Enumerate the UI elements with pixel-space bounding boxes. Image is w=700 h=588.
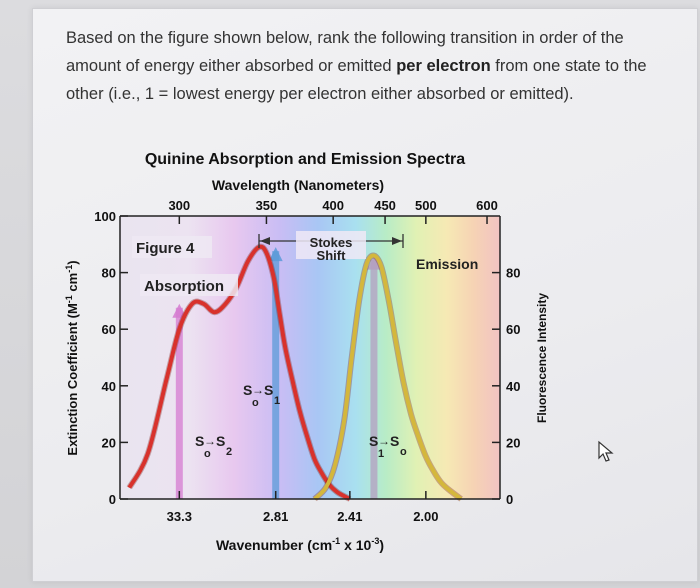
y2-tick-label: 0 [506, 492, 513, 507]
y-tick-label: 100 [94, 209, 116, 224]
y2-tick-label: 40 [506, 379, 520, 394]
mouse-cursor-icon [598, 440, 614, 462]
y-tick-label: 20 [102, 435, 116, 450]
bottom-axis-ticks: 33.3 2.81 2.41 2.00 [167, 491, 439, 524]
top-tick-label: 450 [374, 198, 396, 213]
transition-bar [272, 251, 280, 499]
figure-label: Figure 4 [136, 240, 195, 257]
y2-axis-title: Fluorescence Intensity [535, 293, 549, 423]
x-tick-label: 2.81 [263, 509, 288, 524]
series-line [127, 244, 351, 501]
shift-label: Shift [317, 248, 347, 263]
s1s0-s: S [369, 433, 378, 449]
emission-label: Emission [416, 256, 478, 272]
transition-bar [175, 307, 183, 499]
question-text-part2: from one state to the other (i.e., 1 = l… [66, 57, 647, 103]
series-line [313, 253, 463, 501]
x-tick-label: 33.3 [167, 509, 192, 524]
y2-tick-label: 20 [506, 435, 520, 450]
s0s1-sub-to: 1 [274, 395, 280, 407]
s1s0-s-target: S [390, 433, 399, 449]
question-bold-phrase: per electron [396, 57, 491, 75]
spectra-chart: Quinine Absorption and Emission Spectra … [64, 151, 549, 553]
top-tick-label: 350 [256, 198, 278, 213]
stokes-label: Stokes [310, 235, 353, 250]
y-axis-title: Extinction Coefficient (M-1 cm-1) [64, 260, 80, 455]
s0s2-s: S [195, 433, 204, 449]
y-tick-label: 40 [102, 379, 116, 394]
s0s2-arrow: → [204, 434, 216, 448]
s0s1-s: S [243, 382, 252, 398]
question-text-part1: Based on the figure shown below, rank th… [66, 29, 624, 75]
stokes-shift-annotation: Stokes Shift [258, 231, 404, 263]
transition-arrow-1 [172, 303, 187, 499]
transition-arrowhead [172, 303, 187, 318]
s0s2-sub-from: o [204, 448, 211, 460]
series-absorption [126, 243, 352, 502]
s0s1-s-target: S [264, 382, 273, 398]
s1s0-arrow: → [378, 434, 390, 448]
spectra-figure: Quinine Absorption and Emission Spectra … [60, 146, 580, 566]
label-s1-s0: S → S 1 o [369, 433, 407, 460]
absorption-label: Absorption [144, 278, 224, 295]
s0s2-s-target: S [216, 433, 225, 449]
label-s0-s2: S → S o 2 [195, 433, 232, 460]
top-tick-label: 400 [322, 198, 344, 213]
y-tick-label: 80 [102, 266, 116, 281]
chart-title: Quinine Absorption and Emission Spectra [145, 151, 465, 168]
s0s2-sub-to: 2 [226, 446, 232, 458]
s1s0-sub-from: 1 [378, 448, 384, 460]
y-tick-label: 0 [109, 492, 116, 507]
transition-arrows [172, 247, 381, 499]
x-axis-title: Wavenumber (cm-1 x 10-3) [216, 536, 384, 553]
stokes-label-bg [296, 231, 366, 259]
transition-arrow-3 [366, 255, 381, 499]
label-s0-s1: S → S o 1 [243, 382, 280, 409]
question-text: Based on the figure shown below, rank th… [66, 24, 672, 108]
y2-tick-label: 80 [506, 266, 520, 281]
transition-arrowhead [366, 255, 381, 270]
absorption-label-bg [140, 274, 238, 296]
top-axis-ticks: 300 350 400 450 500 600 [168, 198, 498, 224]
s0s1-sub-from: o [252, 397, 259, 409]
s0s1-arrow: → [252, 383, 264, 397]
transition-arrowhead [268, 247, 283, 262]
s1s0-sub-to: o [400, 446, 407, 458]
stokes-right-arrowhead [392, 237, 402, 245]
left-axis-ticks: 0 20 40 60 80 100 [94, 209, 128, 507]
top-tick-label: 300 [168, 198, 190, 213]
right-axis-ticks: 0 20 40 60 80 [492, 266, 520, 507]
top-axis-title: Wavelength (Nanometers) [212, 177, 384, 193]
y2-tick-label: 60 [506, 322, 520, 337]
x-tick-label: 2.41 [337, 509, 362, 524]
transition-bar [370, 259, 378, 499]
stokes-left-arrowhead [260, 237, 270, 245]
top-tick-label: 500 [415, 198, 437, 213]
y-tick-label: 60 [102, 322, 116, 337]
figure-label-bg [132, 236, 212, 258]
top-tick-label: 600 [476, 198, 498, 213]
transition-arrow-2 [268, 247, 283, 499]
x-tick-label: 2.00 [413, 509, 438, 524]
series-lines [126, 243, 463, 502]
series-emission [312, 252, 463, 502]
